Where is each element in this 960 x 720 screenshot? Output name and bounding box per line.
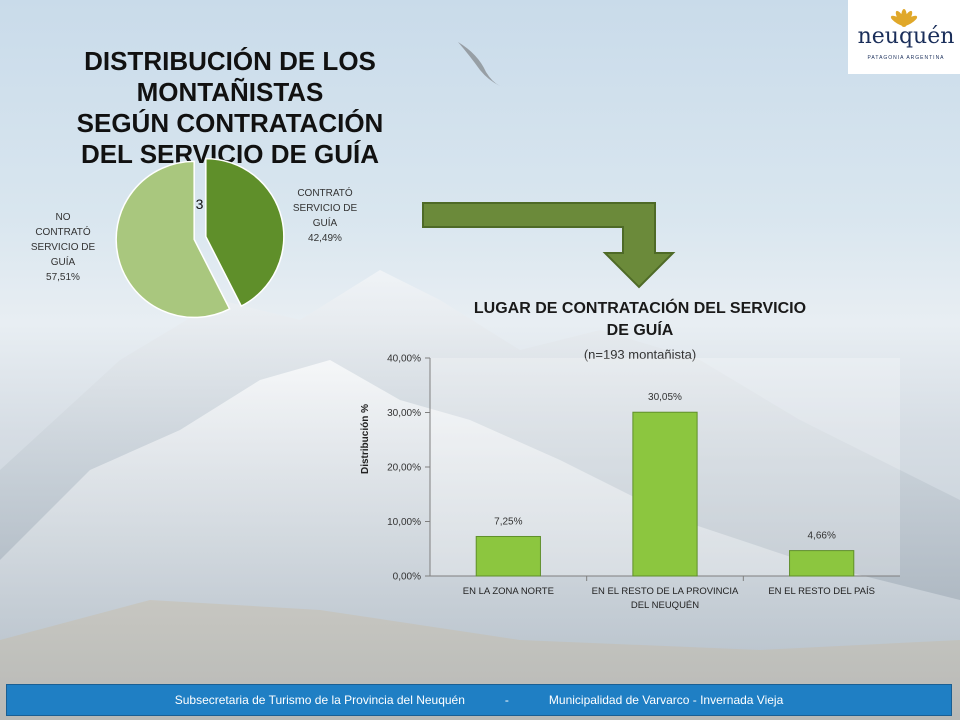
pie-label-line: SERVICIO DE xyxy=(30,242,96,253)
bar-value-label: 4,66% xyxy=(807,531,835,542)
pie-label-line: SERVICIO DE xyxy=(292,203,358,214)
pie-title-line: MONTAÑISTAS xyxy=(136,77,324,107)
pie-title-line: SEGÚN CONTRATACIÓN xyxy=(76,108,384,138)
footer-right-text: Municipalidad de Varvarco - Invernada Vi… xyxy=(548,693,784,707)
pie-label-no-contrato: NO CONTRATÓ SERVICIO DE GUÍA 57,51% xyxy=(20,210,106,285)
bird-icon xyxy=(458,42,500,86)
y-tick-label: 30,00% xyxy=(387,408,421,419)
bar-chart-subtitle: (n=193 montañista) xyxy=(583,347,697,362)
arrow-shape xyxy=(422,202,676,289)
bar-chart-title: LUGAR DE CONTRATACIÓN DEL SERVICIO DE GU… xyxy=(400,298,880,342)
pie-chart-title: DISTRIBUCIÓN DE LOS MONTAÑISTAS SEGÚN CO… xyxy=(30,46,430,170)
bar-title-line: LUGAR DE CONTRATACIÓN DEL SERVICIO xyxy=(473,300,807,317)
bar xyxy=(789,550,855,577)
y-tick-label: 0,00% xyxy=(393,572,421,583)
x-category-label: EN EL RESTO DEL PAÍS xyxy=(768,586,875,597)
pie-label-line: CONTRATÓ xyxy=(297,188,353,199)
pie-title-line: DISTRIBUCIÓN DE LOS xyxy=(84,46,376,76)
y-axis-title: Distribución % xyxy=(360,404,371,474)
pie-label-line: CONTRATÓ xyxy=(35,227,91,238)
logo-wordmark: neuquén xyxy=(857,24,955,49)
arrow-connector xyxy=(422,202,676,289)
pie-slice xyxy=(205,157,285,308)
x-category-label: DEL NEUQUÉN xyxy=(631,600,699,611)
footer-bar: Subsecretaria de Turismo de la Provincia… xyxy=(6,684,952,716)
logo-tagline: PATAGONIA ARGENTINA xyxy=(867,55,945,61)
x-category-label: EN LA ZONA NORTE xyxy=(463,586,554,597)
sun-flower-icon xyxy=(890,9,918,27)
bar-value-label: 30,05% xyxy=(648,392,682,403)
bar xyxy=(475,535,541,577)
pie-value-label: 42,49% xyxy=(308,233,342,244)
pie-label-line: NO xyxy=(55,212,71,223)
bar xyxy=(632,411,698,577)
footer-separator: - xyxy=(504,693,509,707)
y-tick-label: 20,00% xyxy=(387,463,421,474)
bar-title-line: DE GUÍA xyxy=(606,322,674,339)
pie-label-line: GUÍA xyxy=(312,218,338,229)
bar-value-label: 7,25% xyxy=(494,516,522,527)
x-category-label: EN EL RESTO DE LA PROVINCIA xyxy=(592,586,739,597)
pie-label-line: GUÍA xyxy=(50,257,76,268)
pie-chart xyxy=(115,157,285,319)
pie-value-label: 57,51% xyxy=(46,272,80,283)
y-tick-label: 10,00% xyxy=(387,517,421,528)
y-tick-label: 40,00% xyxy=(387,354,421,365)
footer-left-text: Subsecretaria de Turismo de la Provincia… xyxy=(174,693,465,707)
pie-label-contrato: CONTRATÓ SERVICIO DE GUÍA 42,49% xyxy=(280,186,370,246)
pie-slice xyxy=(115,160,231,319)
